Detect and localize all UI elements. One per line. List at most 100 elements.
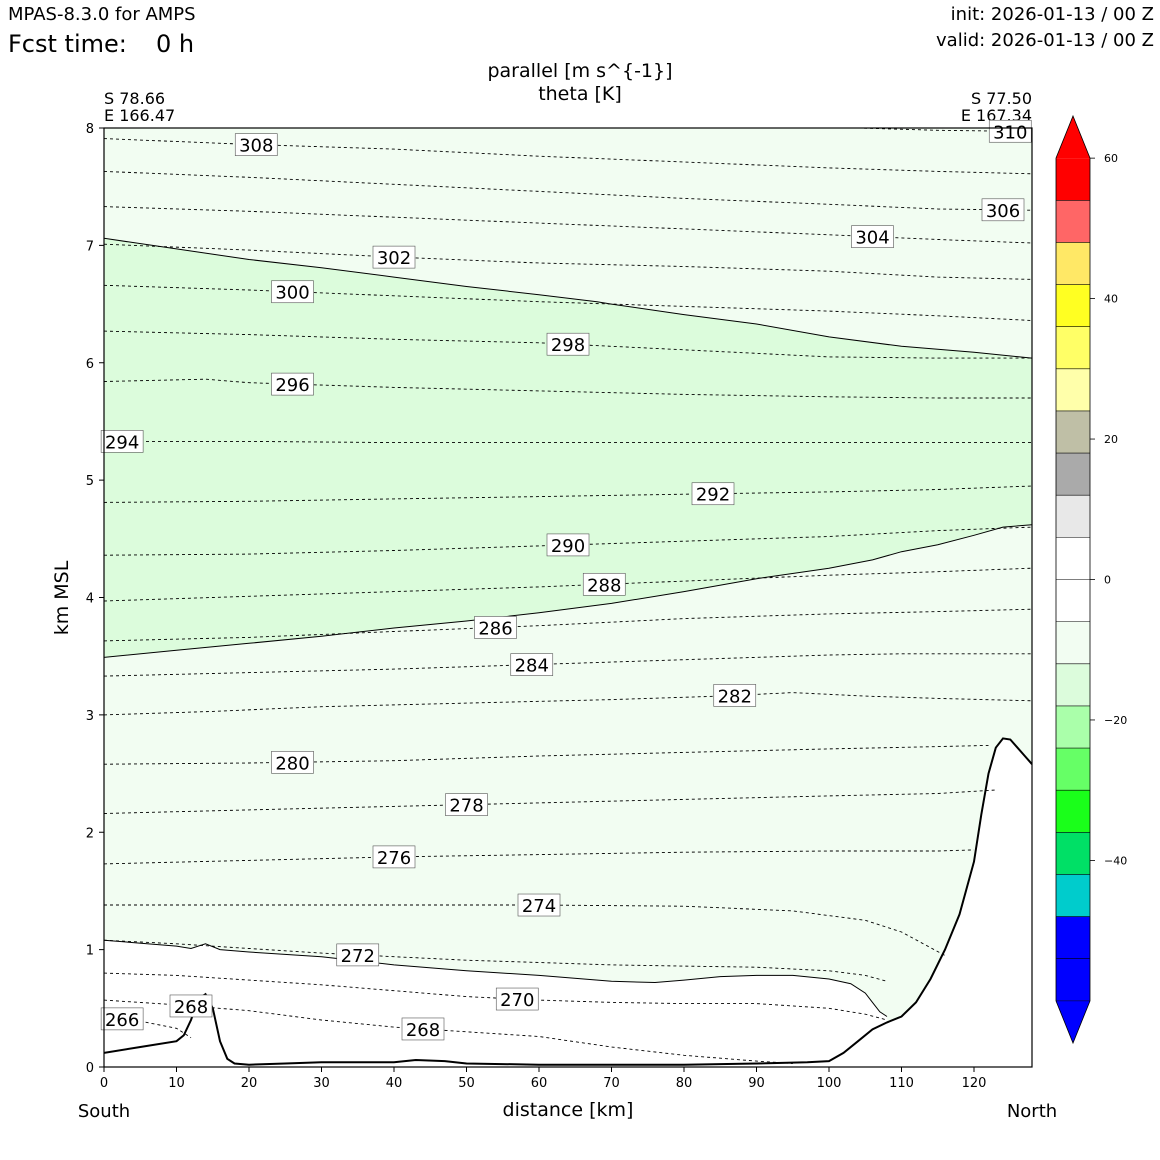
colorbar-segment-8	[1056, 663, 1090, 706]
theta-contour-286-11	[104, 608, 1032, 642]
x-tick-label-80: 80	[676, 1076, 693, 1091]
theta-label-282-9: 282	[713, 684, 757, 707]
svg-text:294: 294	[105, 432, 139, 453]
colorbar-tick-label-4: −20	[1104, 714, 1127, 727]
theta-label-272-4: 272	[336, 943, 380, 967]
x-axis-label: distance [km]	[502, 1099, 634, 1121]
colorbar-segment-16	[1056, 326, 1090, 369]
wind-contour-lower	[104, 939, 888, 1017]
x-tick-label-120: 120	[962, 1076, 987, 1091]
theta-label-266-0: 266	[100, 1007, 144, 1031]
right-end-side: North	[1006, 1101, 1058, 1122]
svg-text:282: 282	[718, 686, 752, 707]
left-end-longitude: E 166.47	[104, 106, 176, 125]
init-time: init: 2026-01-13 / 00 Z	[950, 4, 1154, 25]
x-tick-label-20: 20	[241, 1076, 258, 1091]
colorbar-segment-21	[1056, 116, 1090, 159]
theta-label-298-17: 298	[546, 332, 590, 356]
svg-text:266: 266	[105, 1010, 139, 1031]
colorbar-segment-20	[1056, 158, 1090, 201]
left-end-latitude: S 78.66	[104, 89, 166, 108]
colorbar-segment-14	[1056, 410, 1090, 454]
y-tick-label-8: 8	[86, 122, 94, 137]
colorbar-segment-1	[1056, 958, 1090, 1001]
colorbar-segment-18	[1056, 242, 1090, 285]
svg-text:298: 298	[551, 335, 585, 356]
theta-label-300-18: 300	[271, 280, 314, 304]
theta-contour-298-17	[104, 330, 1032, 359]
x-tick-label-10: 10	[168, 1076, 185, 1091]
theta-contour-288-12	[104, 567, 1032, 602]
theta-label-270-3: 270	[495, 987, 539, 1011]
theta-label-284-10: 284	[510, 653, 554, 677]
svg-text:278: 278	[449, 796, 483, 817]
forecast-time-value: 0 h	[156, 30, 195, 58]
colorbar-tick-label-5: −40	[1104, 854, 1127, 867]
chart-title-line2: theta [K]	[538, 83, 622, 105]
theta-contour-306-21	[104, 170, 1032, 211]
colorbar-segment-3	[1056, 874, 1090, 917]
theta-contour-294-15	[104, 440, 1032, 444]
svg-text:288: 288	[587, 575, 621, 596]
wind-contour-upper	[104, 237, 1032, 359]
colorbar-segment-15	[1056, 368, 1090, 411]
theta-label-292-14: 292	[691, 482, 735, 506]
theta-label-294-15: 294	[100, 430, 144, 453]
theta-contour-270-3	[104, 972, 888, 1021]
theta-label-276-6: 276	[372, 845, 416, 869]
theta-label-278-7: 278	[445, 793, 488, 817]
svg-text:272: 272	[341, 946, 375, 967]
theta-contour-292-14	[104, 485, 1032, 503]
svg-text:308: 308	[239, 136, 273, 157]
x-tick-label-110: 110	[889, 1076, 914, 1091]
colorbar-segment-2	[1056, 916, 1090, 959]
theta-contour-296-16	[104, 378, 1032, 399]
y-tick-label-5: 5	[86, 474, 94, 489]
y-tick-label-0: 0	[86, 1061, 94, 1076]
theta-contour-302-19	[104, 243, 1032, 280]
svg-text:276: 276	[377, 848, 411, 869]
y-tick-label-4: 4	[86, 592, 94, 607]
svg-text:292: 292	[696, 485, 730, 506]
colorbar-segment-0	[1056, 1000, 1090, 1043]
svg-text:284: 284	[515, 656, 549, 677]
theta-label-286-11: 286	[474, 616, 517, 639]
theta-contour-290-13	[104, 526, 1032, 556]
y-tick-label-7: 7	[86, 239, 94, 254]
colorbar-segment-5	[1056, 790, 1090, 833]
colorbar-segment-11	[1056, 537, 1090, 580]
theta-label-306-21: 306	[981, 198, 1025, 222]
theta-label-268-1: 268	[169, 994, 213, 1018]
colorbar-tick-label-1: 40	[1104, 293, 1118, 306]
theta-contour-282-9	[104, 692, 1032, 716]
svg-text:302: 302	[377, 248, 411, 269]
y-tick-label-2: 2	[86, 826, 94, 841]
theta-label-268-2: 268	[401, 1017, 445, 1041]
svg-text:296: 296	[275, 375, 309, 396]
model-title: MPAS-8.3.0 for AMPS	[8, 4, 196, 25]
svg-text:268: 268	[406, 1020, 440, 1041]
x-tick-label-40: 40	[386, 1076, 403, 1091]
colorbar-segment-9	[1056, 621, 1090, 664]
svg-text:304: 304	[855, 228, 889, 249]
colorbar-tick-label-2: 20	[1104, 433, 1118, 446]
left-end-side: South	[77, 1101, 131, 1122]
theta-label-274-5: 274	[517, 893, 561, 917]
x-tick-label-0: 0	[100, 1076, 108, 1091]
terrain-fill	[104, 738, 1032, 1067]
theta-label-280-8: 280	[271, 750, 314, 774]
colorbar-segment-4	[1056, 832, 1090, 875]
forecast-time-label: Fcst time:	[8, 30, 127, 58]
colorbar-segment-13	[1056, 453, 1090, 496]
colorbar-tick-label-0: 60	[1104, 152, 1118, 165]
theta-contour-284-10	[104, 653, 1032, 677]
valid-time: valid: 2026-01-13 / 00 Z	[936, 30, 1154, 51]
theta-label-304-20: 304	[851, 225, 894, 249]
y-tick-label-1: 1	[86, 944, 94, 959]
theta-label-308-22: 308	[234, 133, 278, 157]
theta-label-288-12: 288	[582, 572, 626, 596]
theta-label-296-16: 296	[271, 372, 314, 396]
x-tick-label-100: 100	[817, 1076, 842, 1091]
x-tick-label-90: 90	[748, 1076, 765, 1091]
